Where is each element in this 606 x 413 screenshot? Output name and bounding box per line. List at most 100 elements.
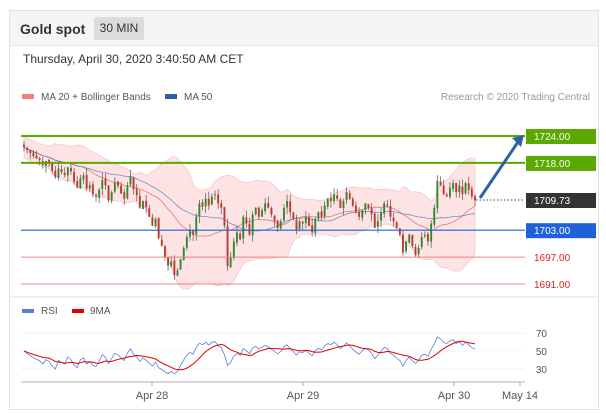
candle [142, 200, 144, 210]
candle-body [60, 169, 63, 172]
candle [386, 199, 389, 209]
candle-body [210, 196, 213, 205]
candle-body [135, 188, 138, 196]
candle [264, 197, 267, 215]
candle [70, 161, 72, 175]
candle-body [339, 199, 342, 208]
candle-body [132, 177, 135, 190]
legend-rsi-swatch [22, 309, 34, 313]
candle-body [32, 152, 35, 157]
candle [254, 207, 257, 216]
candle [308, 213, 310, 227]
candle-body [95, 194, 97, 197]
level-label-bg [526, 155, 596, 171]
candle [442, 180, 445, 195]
rsi-tick-label: 50 [536, 347, 548, 358]
candle-body [376, 221, 379, 227]
candle [414, 243, 417, 258]
candle-body [66, 167, 69, 176]
candle-body [85, 175, 88, 189]
legend-rsi-label: RSI [41, 306, 58, 317]
candle-body [355, 205, 357, 213]
candle-body [330, 197, 332, 202]
rsi-tick-label: 30 [536, 365, 548, 376]
candle-body [411, 235, 414, 246]
candle-body [245, 217, 248, 224]
candle [370, 203, 373, 222]
candle-body [189, 230, 191, 237]
current-price-label: 1709.73 [534, 196, 571, 207]
candle [120, 182, 122, 195]
candle-body [220, 203, 223, 208]
candle-body [298, 221, 301, 229]
level-label: 1718.00 [534, 159, 571, 170]
candle [279, 218, 282, 231]
candle [79, 174, 82, 189]
candle [232, 237, 235, 261]
candle [195, 213, 198, 241]
candle-body [301, 221, 304, 224]
candle [273, 214, 276, 227]
candle-body [402, 234, 404, 253]
candle [342, 198, 345, 216]
rsi-ma-line [23, 340, 476, 371]
candle-body [82, 175, 85, 180]
candle [167, 257, 169, 272]
candle [88, 181, 91, 192]
candle-body [427, 233, 429, 242]
candle-body [380, 212, 382, 221]
candle-body [470, 188, 473, 197]
candle-body [164, 246, 166, 258]
candle [383, 201, 386, 218]
rsi-tick-label: 70 [536, 329, 548, 340]
candle [311, 218, 314, 237]
candle-body [295, 220, 298, 231]
candle-body [167, 257, 169, 266]
rsi-layer: 70 50 30 [21, 329, 547, 376]
candle [160, 235, 163, 247]
candle [95, 193, 97, 202]
candle-body [430, 223, 433, 242]
candle [26, 146, 29, 154]
candle-body [423, 234, 426, 237]
candle-body [433, 207, 436, 225]
candle [132, 176, 135, 195]
candle-body [414, 246, 417, 255]
candle [423, 231, 426, 239]
candle [204, 193, 207, 213]
candle [467, 176, 470, 195]
timeframe-button[interactable]: 30 MIN [94, 17, 144, 40]
candle [458, 180, 461, 198]
candle-body [176, 270, 179, 276]
candle [320, 206, 323, 221]
candle-body [236, 232, 238, 243]
candle-body [254, 207, 257, 215]
candle-body [464, 183, 467, 194]
candle [135, 184, 138, 202]
legend-bollinger-swatch [22, 94, 34, 99]
candle-body [154, 219, 157, 227]
candle [373, 212, 376, 228]
candle [217, 189, 220, 209]
candle [427, 232, 429, 246]
candle [57, 161, 60, 181]
candle-body [223, 207, 226, 226]
candle [339, 197, 342, 209]
candle-body [120, 185, 122, 194]
candle [201, 199, 204, 211]
candle [436, 175, 439, 214]
legend-bollinger-label: MA 20 + Bollinger Bands [41, 92, 151, 103]
level-label: 1724.00 [534, 132, 571, 143]
candle-body [179, 259, 182, 270]
candle-body [323, 205, 326, 217]
candle-body [286, 201, 288, 208]
candle-body [73, 172, 75, 182]
candle [355, 201, 357, 214]
candle-body [88, 185, 91, 189]
candle-body [157, 218, 160, 239]
candle-body [142, 201, 144, 209]
candle [145, 194, 148, 214]
candle [76, 176, 79, 189]
time-tick-label: May 14 [502, 390, 538, 402]
candle [182, 245, 185, 261]
